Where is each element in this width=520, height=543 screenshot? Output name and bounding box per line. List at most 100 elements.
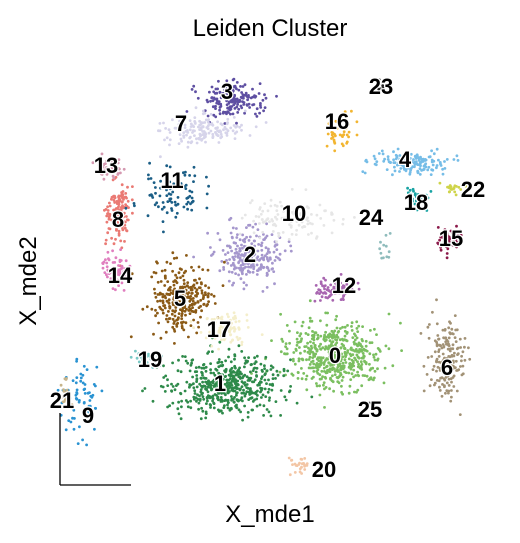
cluster-2-point bbox=[227, 279, 231, 283]
cluster-12-point bbox=[342, 294, 345, 298]
cluster-1-point bbox=[204, 387, 208, 391]
cluster-0-point bbox=[300, 367, 303, 370]
cluster-1-point bbox=[269, 368, 273, 371]
cluster-6-point bbox=[445, 389, 449, 392]
cluster-0-point bbox=[328, 339, 332, 343]
cluster-2-point bbox=[248, 246, 252, 250]
cluster-1-point bbox=[228, 381, 232, 385]
cluster-8-point bbox=[126, 185, 129, 189]
cluster-23-point bbox=[381, 84, 385, 88]
cluster-7-point bbox=[207, 118, 211, 122]
cluster-6-point bbox=[455, 369, 458, 372]
cluster-1-point bbox=[177, 400, 181, 404]
cluster-5-point bbox=[162, 304, 166, 308]
cluster-19-point bbox=[142, 361, 146, 365]
cluster-25-point bbox=[368, 401, 371, 405]
cluster-1-point bbox=[265, 382, 268, 385]
cluster-23-point bbox=[377, 78, 381, 82]
cluster-11-point bbox=[188, 174, 192, 177]
cluster-12-point bbox=[339, 298, 343, 301]
cluster-2-point bbox=[265, 252, 269, 256]
cluster-1-point bbox=[200, 406, 204, 410]
cluster-1-point bbox=[211, 399, 215, 403]
cluster-3-point bbox=[225, 89, 229, 93]
cluster-6-point bbox=[422, 389, 426, 393]
cluster-20-point bbox=[303, 464, 306, 468]
cluster-0-point bbox=[292, 351, 296, 354]
cluster-10-point bbox=[259, 212, 263, 216]
cluster-4-point bbox=[399, 167, 403, 170]
cluster-10-point bbox=[294, 233, 298, 237]
cluster-10-point bbox=[319, 217, 323, 220]
cluster-5-point bbox=[194, 290, 198, 294]
cluster-7-point bbox=[206, 127, 210, 131]
cluster-14-point bbox=[123, 267, 127, 270]
cluster-5-point bbox=[198, 286, 202, 290]
cluster-4-point bbox=[385, 168, 389, 172]
cluster-0-point bbox=[337, 352, 340, 355]
cluster-17-point bbox=[226, 326, 230, 329]
cluster-17-point bbox=[204, 336, 208, 340]
cluster-8-point bbox=[121, 204, 124, 208]
cluster-24-points bbox=[378, 232, 392, 260]
cluster-17-point bbox=[213, 323, 217, 326]
cluster-0-point bbox=[298, 346, 301, 349]
cluster-8-point bbox=[114, 221, 118, 225]
cluster-0-point bbox=[308, 355, 312, 359]
cluster-1-point bbox=[221, 364, 224, 368]
cluster-1-point bbox=[195, 380, 199, 383]
cluster-13-point bbox=[102, 177, 106, 181]
cluster-0-point bbox=[353, 390, 356, 394]
cluster-0-point bbox=[319, 319, 322, 323]
cluster-1-point bbox=[233, 353, 237, 356]
cluster-3-point bbox=[230, 105, 234, 108]
cluster-9-point bbox=[72, 408, 76, 412]
cluster-17-point bbox=[218, 330, 222, 334]
cluster-1-point bbox=[261, 393, 265, 397]
cluster-12-point bbox=[321, 284, 324, 288]
cluster-2-point bbox=[225, 259, 228, 262]
cluster-4-point bbox=[435, 164, 439, 167]
cluster-9-point bbox=[81, 373, 85, 377]
cluster-10-point bbox=[290, 187, 294, 191]
cluster-12-point bbox=[315, 291, 318, 295]
cluster-2-point bbox=[212, 250, 216, 254]
cluster-10-point bbox=[353, 216, 356, 219]
cluster-9-point bbox=[74, 381, 78, 385]
cluster-1-point bbox=[233, 357, 236, 361]
cluster-1-point bbox=[247, 356, 251, 359]
cluster-0-point bbox=[315, 348, 319, 351]
cluster-7-point bbox=[171, 118, 174, 122]
cluster-2-point bbox=[232, 267, 236, 271]
cluster-0-point bbox=[349, 367, 353, 371]
cluster-0-point bbox=[349, 378, 353, 381]
cluster-10-point bbox=[315, 237, 318, 240]
cluster-17-point bbox=[229, 327, 233, 331]
cluster-5-point bbox=[172, 283, 176, 287]
cluster-2-point bbox=[220, 260, 224, 263]
cluster-12-point bbox=[336, 287, 339, 290]
cluster-9-point bbox=[83, 387, 87, 391]
cluster-1-point bbox=[199, 390, 203, 394]
cluster-1-point bbox=[255, 404, 259, 408]
cluster-10-point bbox=[258, 206, 262, 209]
cluster-0-point bbox=[304, 377, 308, 381]
cluster-3-point bbox=[214, 115, 218, 119]
cluster-14-point bbox=[128, 264, 132, 268]
cluster-2-point bbox=[240, 243, 243, 247]
cluster-label-0: 0 bbox=[329, 343, 341, 368]
cluster-10-point bbox=[249, 201, 252, 205]
cluster-14-point bbox=[118, 269, 122, 273]
cluster-2-point bbox=[289, 249, 293, 253]
cluster-1-point bbox=[244, 359, 248, 363]
cluster-11-point bbox=[176, 177, 180, 181]
cluster-2-point bbox=[234, 251, 238, 255]
cluster-3-point bbox=[237, 88, 241, 92]
cluster-10-point bbox=[290, 232, 294, 236]
cluster-17-point bbox=[245, 313, 249, 317]
cluster-3-point bbox=[227, 102, 231, 105]
cluster-5-point bbox=[185, 254, 188, 257]
cluster-18-point bbox=[415, 196, 419, 200]
cluster-5-point bbox=[178, 303, 181, 307]
cluster-1-point bbox=[217, 392, 221, 395]
